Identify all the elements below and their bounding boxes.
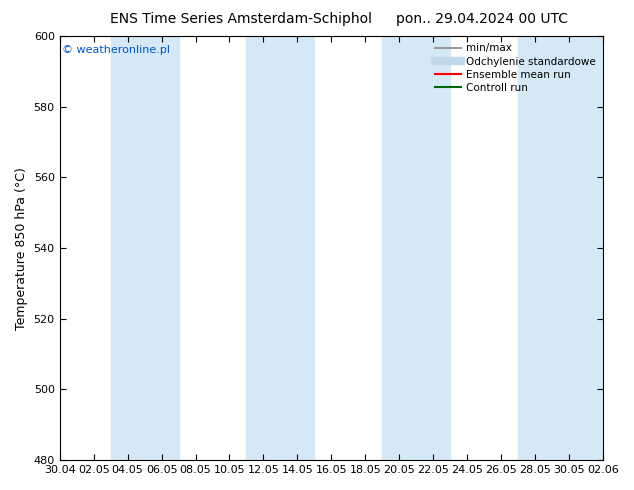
Bar: [110, 36, 179, 460]
Y-axis label: Temperature 850 hPa (°C): Temperature 850 hPa (°C): [15, 167, 28, 330]
Bar: [586, 36, 620, 460]
Text: © weatheronline.pl: © weatheronline.pl: [62, 45, 171, 54]
Bar: [382, 36, 450, 460]
Bar: [247, 36, 314, 460]
Bar: [518, 36, 586, 460]
Text: ENS Time Series Amsterdam-Schiphol: ENS Time Series Amsterdam-Schiphol: [110, 12, 372, 26]
Legend: min/max, Odchylenie standardowe, Ensemble mean run, Controll run: min/max, Odchylenie standardowe, Ensembl…: [430, 39, 600, 97]
Text: pon.. 29.04.2024 00 UTC: pon.. 29.04.2024 00 UTC: [396, 12, 568, 26]
